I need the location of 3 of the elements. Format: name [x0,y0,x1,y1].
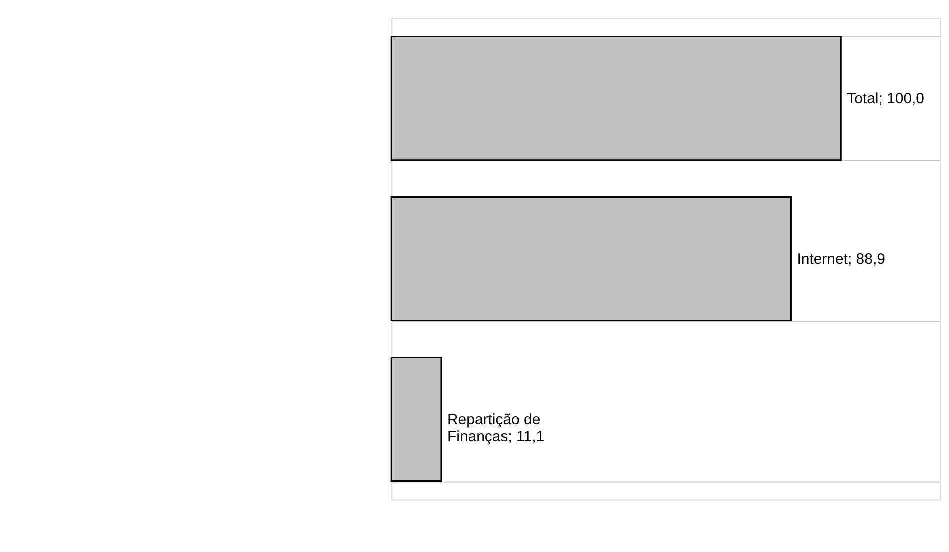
data-label: Repartição de Finanças; 11,1 [447,412,545,446]
data-label: Internet; 88,9 [797,251,886,268]
data-label: Total; 100,0 [847,90,925,108]
